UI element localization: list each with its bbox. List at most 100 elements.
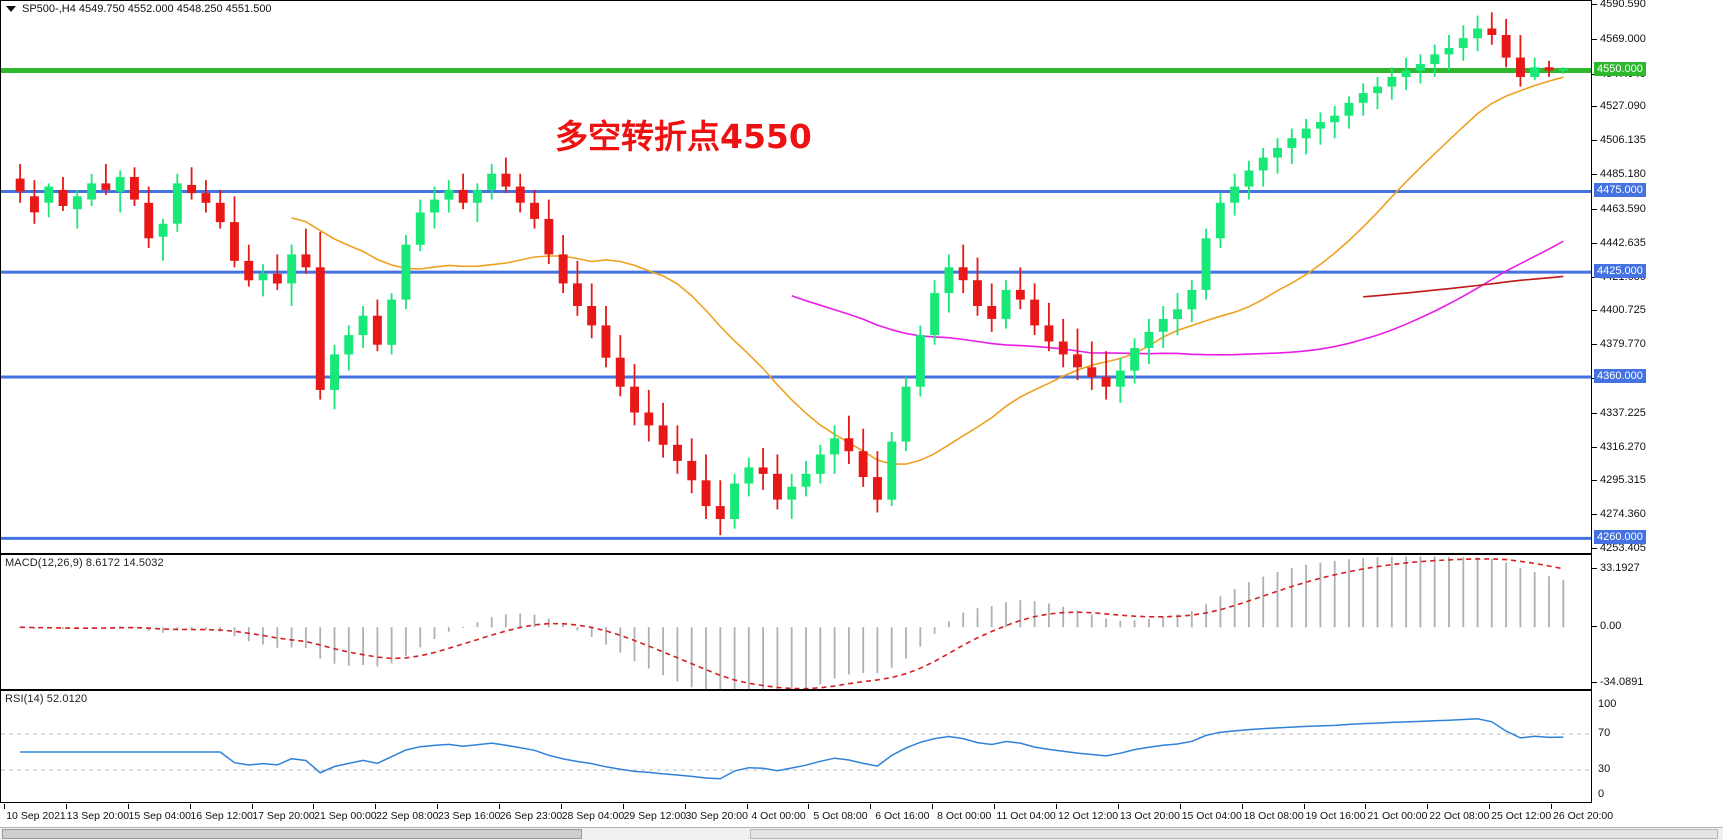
price-level-chip-4360[interactable]: 4360.000 bbox=[1594, 369, 1646, 384]
scrollbar-thumb[interactable] bbox=[2, 829, 582, 839]
candle-body bbox=[1158, 318, 1168, 332]
candle-body bbox=[1558, 68, 1568, 71]
candle-body bbox=[1387, 76, 1397, 87]
macd-histogram-bar bbox=[776, 627, 779, 689]
candle-body bbox=[144, 202, 154, 239]
candle-body bbox=[415, 212, 425, 245]
candle-body bbox=[601, 325, 611, 358]
candle-body bbox=[915, 335, 925, 387]
macd-histogram-bar bbox=[990, 606, 993, 628]
macd-histogram-bar bbox=[1105, 618, 1107, 628]
macd-tick-label: -34.0891 bbox=[1600, 676, 1644, 688]
candle-body bbox=[573, 283, 582, 306]
macd-histogram-bar bbox=[119, 626, 122, 628]
candle-body bbox=[1073, 354, 1082, 368]
price-level-chip-4260[interactable]: 4260.000 bbox=[1594, 530, 1646, 545]
macd-histogram-bar bbox=[562, 624, 564, 628]
candle-body bbox=[858, 451, 868, 477]
macd-histogram-bar bbox=[319, 627, 322, 659]
candle-body bbox=[201, 193, 211, 203]
macd-histogram-bar bbox=[1162, 616, 1165, 628]
macd-histogram-bar bbox=[90, 627, 93, 629]
candle-body bbox=[1416, 64, 1425, 71]
rsi-pane[interactable]: RSI(14) 52.0120 bbox=[0, 690, 1592, 803]
macd-histogram-bar bbox=[462, 626, 464, 628]
price-pane[interactable] bbox=[0, 0, 1592, 554]
time-tick-label: 22 Oct 08:00 bbox=[1429, 810, 1490, 822]
candle-body bbox=[430, 199, 439, 213]
macd-histogram-bar bbox=[676, 627, 679, 682]
macd-histogram-bar bbox=[1005, 602, 1007, 628]
time-tick bbox=[870, 804, 872, 809]
candle-body bbox=[1058, 341, 1068, 355]
price-tick-label: 4379.770 bbox=[1600, 338, 1646, 351]
candle-body bbox=[1501, 35, 1511, 58]
candle-body bbox=[287, 254, 297, 284]
candle-body bbox=[215, 202, 225, 223]
candle-body bbox=[72, 196, 82, 210]
macd-histogram-bar bbox=[1462, 557, 1465, 628]
candle-body bbox=[1130, 348, 1140, 371]
candle-body bbox=[1215, 202, 1225, 239]
macd-histogram-bar bbox=[1505, 562, 1507, 628]
candle-body bbox=[1373, 86, 1382, 94]
scrollbar-thumb-secondary[interactable] bbox=[750, 829, 1718, 839]
macd-histogram-bar bbox=[933, 627, 936, 634]
macd-histogram-bar bbox=[790, 627, 793, 689]
macd-label: MACD(12,26,9) 8.6172 14.5032 bbox=[5, 557, 164, 569]
triangle-down-icon[interactable] bbox=[6, 6, 16, 12]
candle-body bbox=[530, 202, 539, 219]
price-tick-label: 4337.225 bbox=[1600, 406, 1646, 419]
macd-histogram-bar bbox=[276, 627, 279, 648]
candle-body bbox=[1258, 157, 1268, 171]
price-tick bbox=[1592, 38, 1597, 40]
time-tick-label: 11 Oct 04:00 bbox=[996, 810, 1056, 822]
candle-body bbox=[372, 315, 382, 345]
price-level-chip-4475[interactable]: 4475.000 bbox=[1594, 183, 1646, 198]
macd-histogram-bar bbox=[333, 627, 336, 664]
candle-body bbox=[644, 412, 654, 426]
candle-body bbox=[687, 460, 697, 481]
time-tick bbox=[1117, 804, 1119, 809]
macd-histogram-bar bbox=[519, 613, 522, 628]
macd-histogram-bar bbox=[1376, 557, 1379, 628]
candle-wick bbox=[162, 218, 164, 261]
price-level-chip-4425[interactable]: 4425.000 bbox=[1594, 264, 1646, 279]
macd-histogram-bar bbox=[1219, 596, 1222, 628]
macd-histogram-bar bbox=[190, 627, 193, 630]
candle-body bbox=[115, 177, 125, 192]
price-tick-label: 4295.315 bbox=[1600, 474, 1646, 487]
rsi-tick-label: 70 bbox=[1598, 727, 1611, 739]
macd-tick bbox=[1592, 568, 1597, 569]
time-tick bbox=[65, 804, 67, 809]
time-tick bbox=[1179, 804, 1181, 809]
macd-histogram-bar bbox=[848, 627, 850, 675]
macd-pane[interactable]: MACD(12,26,9) 8.6172 14.5032 bbox=[0, 554, 1592, 690]
macd-histogram-bar bbox=[305, 627, 307, 649]
candle-body bbox=[930, 293, 940, 335]
macd-histogram-bar bbox=[1290, 568, 1293, 628]
candle-body bbox=[615, 357, 625, 387]
candle-body bbox=[358, 315, 368, 336]
macd-histogram-bar bbox=[576, 627, 579, 631]
price-tick-label: 4506.135 bbox=[1600, 134, 1646, 147]
price-tick bbox=[1592, 548, 1597, 549]
candle-body bbox=[758, 467, 768, 474]
time-tick-label: 15 Oct 04:00 bbox=[1181, 810, 1242, 822]
horizontal-scrollbar[interactable] bbox=[0, 827, 1723, 840]
candle-body bbox=[44, 186, 54, 203]
time-tick bbox=[499, 804, 501, 809]
time-tick bbox=[127, 804, 129, 809]
rsi-tick-label: 30 bbox=[1598, 763, 1611, 775]
macd-histogram-bar bbox=[1276, 571, 1279, 628]
time-tick bbox=[1427, 804, 1429, 809]
macd-histogram-bar bbox=[962, 612, 965, 628]
price-tick bbox=[1592, 480, 1597, 482]
macd-histogram-bar bbox=[247, 627, 250, 642]
time-tick-label: 8 Oct 00:00 bbox=[937, 810, 992, 822]
price-level-chip-4550[interactable]: 4550.000 bbox=[1594, 62, 1646, 77]
candle-body bbox=[1473, 28, 1482, 39]
candle-body bbox=[787, 486, 797, 500]
macd-histogram-bar bbox=[1419, 556, 1422, 628]
